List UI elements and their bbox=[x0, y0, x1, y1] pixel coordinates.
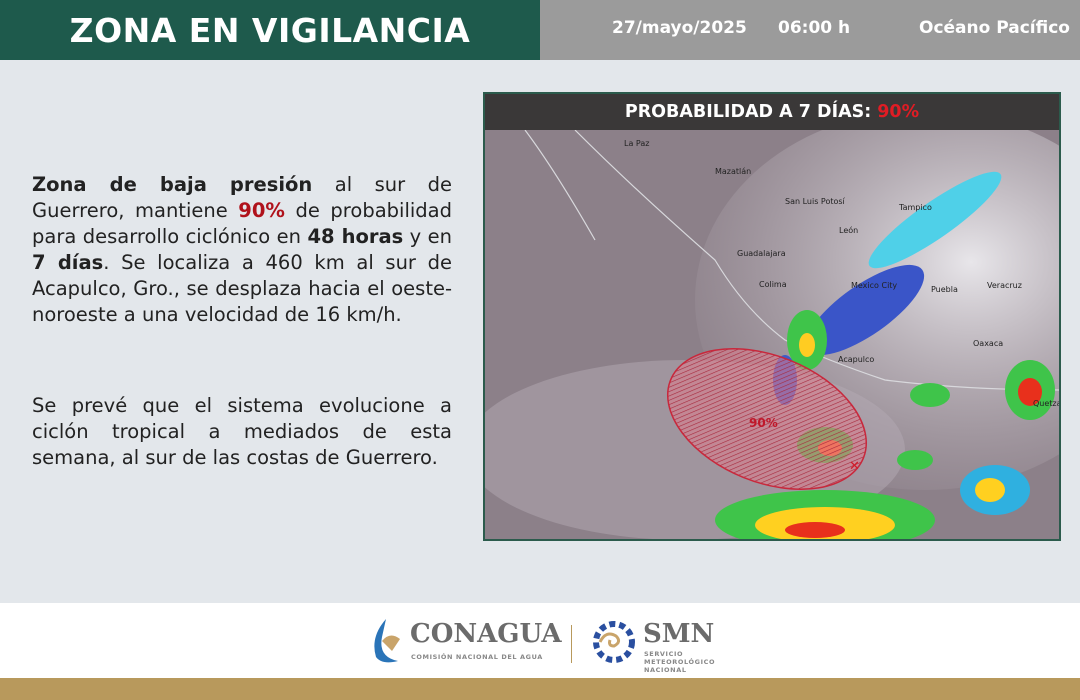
probability-highlight: 90% bbox=[238, 199, 285, 222]
city-label: Mazatlán bbox=[715, 167, 751, 176]
coastline bbox=[574, 130, 1059, 391]
zone-label: 90% bbox=[749, 416, 778, 430]
divider bbox=[571, 625, 572, 663]
city-label: Guadalajara bbox=[737, 249, 786, 258]
page-title: ZONA EN VIGILANCIA bbox=[69, 10, 471, 50]
date: 27/mayo/2025 bbox=[612, 18, 747, 38]
smn-logo-text: SMN bbox=[643, 619, 715, 649]
probability-zone bbox=[666, 348, 868, 490]
smn-subtitle-2: METEOROLÓGICO bbox=[644, 658, 716, 666]
conagua-logo-text: CONAGUA bbox=[410, 619, 562, 649]
map-title-percent: 90% bbox=[877, 102, 920, 122]
footer: CONAGUA COMISIÓN NACIONAL DEL AGUA SMN S… bbox=[0, 603, 1080, 678]
region: Océano Pacífico bbox=[919, 18, 1070, 38]
text: al sur de Guerrero, mantiene bbox=[32, 173, 452, 222]
city-label: La Paz bbox=[624, 139, 649, 148]
city-label: San Luis Potosí bbox=[785, 197, 846, 206]
text: y en bbox=[403, 225, 452, 248]
conagua-subtitle: COMISIÓN NACIONAL DEL AGUA bbox=[411, 653, 543, 661]
highlight-7d: 7 días bbox=[32, 251, 104, 274]
forecast-paragraph: Se prevé que el sistema evolucione a cic… bbox=[32, 394, 452, 469]
map-title-text: PROBABILIDAD A 7 DÍAS: bbox=[624, 102, 872, 122]
city-label: Tampico bbox=[898, 203, 932, 212]
center-marker-icon: ✕ bbox=[849, 459, 860, 474]
text: . Se localiza a 460 km al sur de Acapulc… bbox=[32, 251, 453, 326]
smn-logo-icon bbox=[593, 621, 635, 663]
city-label: Acapulco bbox=[838, 355, 874, 364]
description-paragraph: Zona de baja presión al sur de Guerrero,… bbox=[32, 172, 452, 328]
city-labels: La Paz Mazatlán San Luis Potosí Tampico … bbox=[624, 139, 1061, 408]
city-label: Puebla bbox=[931, 285, 958, 294]
header-title-bar: ZONA EN VIGILANCIA bbox=[0, 0, 540, 60]
satellite-map: PROBABILIDAD A 7 DÍAS: 90% 90% ✕ La Pa bbox=[483, 92, 1061, 541]
map-title: PROBABILIDAD A 7 DÍAS: 90% bbox=[485, 94, 1059, 130]
city-label: León bbox=[839, 225, 858, 235]
map-image: 90% ✕ La Paz Mazatlán San Luis Potosí Ta… bbox=[485, 130, 1061, 539]
time: 06:00 h bbox=[778, 18, 851, 38]
smn-subtitle-1: SERVICIO bbox=[644, 650, 684, 658]
highlight-low-pressure: Zona de baja presión bbox=[32, 173, 313, 196]
city-label: Quetza bbox=[1033, 399, 1061, 408]
city-label: Mexico City bbox=[851, 281, 897, 290]
city-label: Colima bbox=[759, 280, 787, 289]
text: de probabilidad para desarrollo ciclónic… bbox=[32, 199, 452, 248]
conagua-logo-icon bbox=[374, 619, 400, 663]
header-info-bar: 27/mayo/2025 06:00 h Océano Pacífico bbox=[540, 0, 1080, 60]
highlight-48h: 48 horas bbox=[307, 225, 404, 248]
city-label: Oaxaca bbox=[973, 339, 1003, 348]
bottom-bar bbox=[0, 678, 1080, 700]
smn-subtitle-3: NACIONAL bbox=[644, 666, 687, 674]
city-label: Veracruz bbox=[987, 281, 1022, 290]
